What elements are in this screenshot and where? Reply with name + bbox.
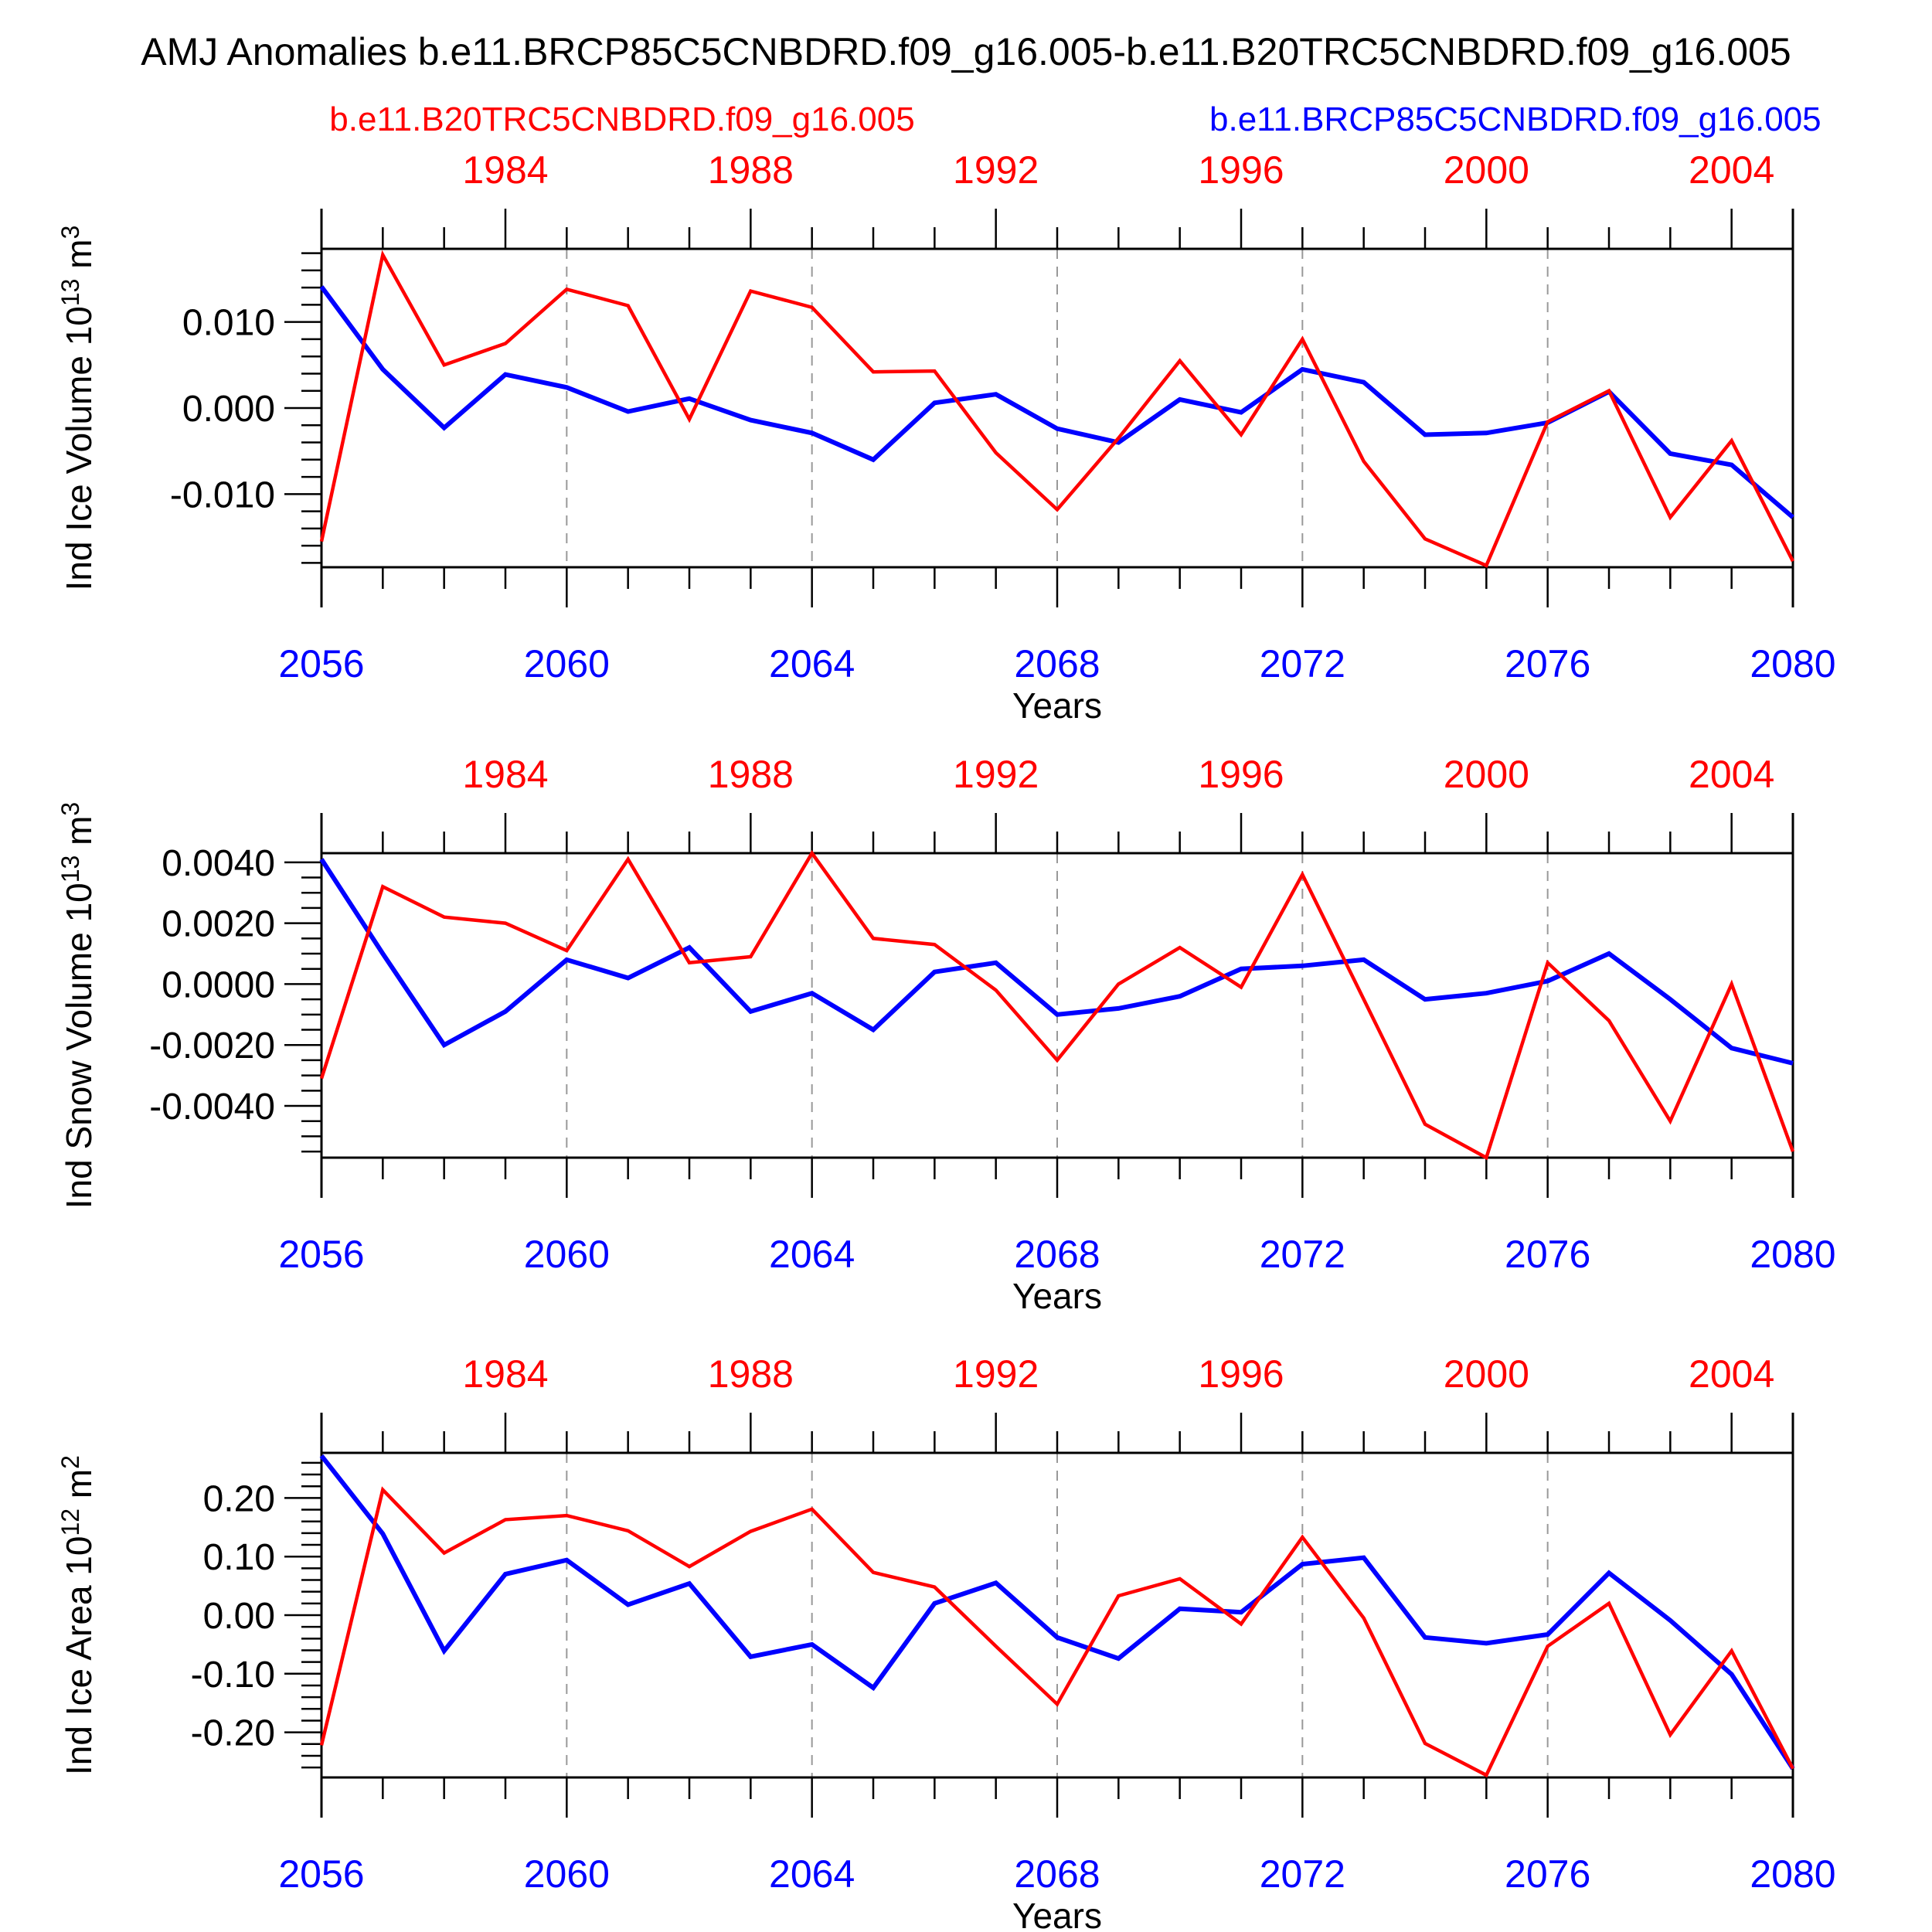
series-historical-line	[319, 1486, 1794, 1778]
x-axis-label: Years	[1012, 1276, 1102, 1316]
x-axis-label: Years	[1012, 685, 1102, 726]
y-tick-label: -0.20	[191, 1713, 275, 1754]
bottom-axis-tick-label: 2056	[278, 642, 364, 685]
top-axis-tick-label: 2004	[1689, 148, 1774, 192]
y-tick-label: -0.010	[170, 474, 275, 515]
top-axis-tick-label: 2000	[1444, 753, 1529, 796]
panel-1-y-ticks	[284, 252, 321, 564]
top-axis-tick-label: 2004	[1689, 1352, 1774, 1396]
legend-label-historical: b.e11.B20TRC5CNBDRD.f09_g16.005	[329, 100, 915, 138]
panel-1-x-ticks	[320, 209, 1794, 607]
bottom-axis-tick-label: 2056	[278, 1852, 364, 1896]
bottom-axis-tick-label: 2056	[278, 1233, 364, 1276]
y-axis-label: Ind Ice Area 1012 m2	[56, 1455, 99, 1775]
bottom-axis-tick-label: 2060	[524, 1233, 610, 1276]
series-historical-line	[319, 849, 1795, 1161]
top-axis-tick-label: 1988	[708, 1352, 794, 1396]
top-axis-tick-label: 2000	[1444, 148, 1529, 192]
legend-label-rcp85: b.e11.BRCP85C5CNBDRD.f09_g16.005	[1209, 100, 1821, 138]
y-axis-label: Ind Snow Volume 1013 m3	[56, 802, 99, 1209]
bottom-axis-tick-label: 2076	[1505, 1852, 1590, 1896]
y-tick-label: -0.0020	[149, 1026, 275, 1066]
bottom-axis-tick-label: 2068	[1014, 642, 1100, 685]
series-historical-line	[319, 250, 1795, 568]
y-tick-label: 0.0020	[162, 904, 275, 945]
panel-2-y-ticks	[284, 861, 321, 1153]
panel-2-x-ticks	[320, 813, 1794, 1198]
panel-3-x-ticks	[320, 1413, 1794, 1818]
figure-title: AMJ Anomalies b.e11.BRCP85C5CNBDRD.f09_g…	[141, 30, 1791, 73]
bottom-axis-tick-label: 2080	[1750, 1852, 1835, 1896]
top-axis-tick-label: 2004	[1689, 753, 1774, 796]
bottom-axis-tick-label: 2072	[1260, 1852, 1345, 1896]
top-axis-tick-label: 1984	[462, 1352, 548, 1396]
top-axis-tick-label: 1996	[1198, 1352, 1284, 1396]
y-tick-label: 0.0040	[162, 843, 275, 884]
bottom-axis-tick-label: 2064	[769, 642, 855, 685]
bottom-axis-tick-label: 2068	[1014, 1233, 1100, 1276]
series-rcp85-line	[319, 1454, 1795, 1770]
y-tick-label: 0.010	[182, 303, 275, 344]
panel-2-gridlines	[566, 853, 1549, 1158]
y-tick-label: -0.0040	[149, 1087, 275, 1128]
top-axis-tick-label: 2000	[1444, 1352, 1529, 1396]
panel-3: 1984 1988 1992 1996 2000 2004 2056 2060 2064 2068…	[56, 1352, 1836, 1932]
bottom-axis-tick-label: 2064	[769, 1233, 855, 1276]
panel-3-gridlines	[566, 1453, 1549, 1777]
top-axis-tick-label: 1992	[953, 148, 1039, 192]
top-axis-tick-label: 1992	[953, 1352, 1039, 1396]
y-tick-label: 0.0000	[162, 964, 275, 1005]
bottom-axis-tick-label: 2080	[1750, 1233, 1835, 1276]
bottom-axis-tick-label: 2072	[1260, 642, 1345, 685]
panel-3-y-ticks	[284, 1461, 321, 1769]
bottom-axis-tick-label: 2080	[1750, 642, 1835, 685]
bottom-axis-tick-label: 2072	[1260, 1233, 1345, 1276]
bottom-axis-tick-label: 2060	[524, 642, 610, 685]
top-axis-tick-label: 1992	[953, 753, 1039, 796]
y-tick-label: -0.10	[191, 1655, 275, 1696]
y-tick-label: 0.20	[203, 1478, 275, 1519]
top-axis-tick-label: 1984	[462, 753, 548, 796]
top-axis-tick-label: 1996	[1198, 148, 1284, 192]
bottom-axis-tick-label: 2060	[524, 1852, 610, 1896]
panel-1: 1984 1988 1992 1996 2000 2004 2056 2060 2064 2068…	[56, 148, 1836, 726]
panel-2: 1984 1988 1992 1996 2000 2004 2056 2060 2064 2068…	[56, 753, 1836, 1316]
top-axis-tick-label: 1988	[708, 753, 794, 796]
y-tick-label: 0.000	[182, 389, 275, 430]
bottom-axis-tick-label: 2076	[1505, 642, 1590, 685]
bottom-axis-tick-label: 2068	[1014, 1852, 1100, 1896]
bottom-axis-tick-label: 2076	[1505, 1233, 1590, 1276]
y-tick-label: 0.00	[203, 1596, 275, 1637]
top-axis-tick-label: 1996	[1198, 753, 1284, 796]
bottom-axis-tick-label: 2064	[769, 1852, 855, 1896]
series-rcp85-line	[319, 858, 1794, 1066]
top-axis-tick-label: 1988	[708, 148, 794, 192]
y-tick-label: 0.10	[203, 1537, 275, 1578]
y-axis-label: Ind Ice Volume 1013 m3	[56, 226, 99, 591]
x-axis-label: Years	[1012, 1896, 1102, 1932]
top-axis-tick-label: 1984	[462, 148, 548, 192]
